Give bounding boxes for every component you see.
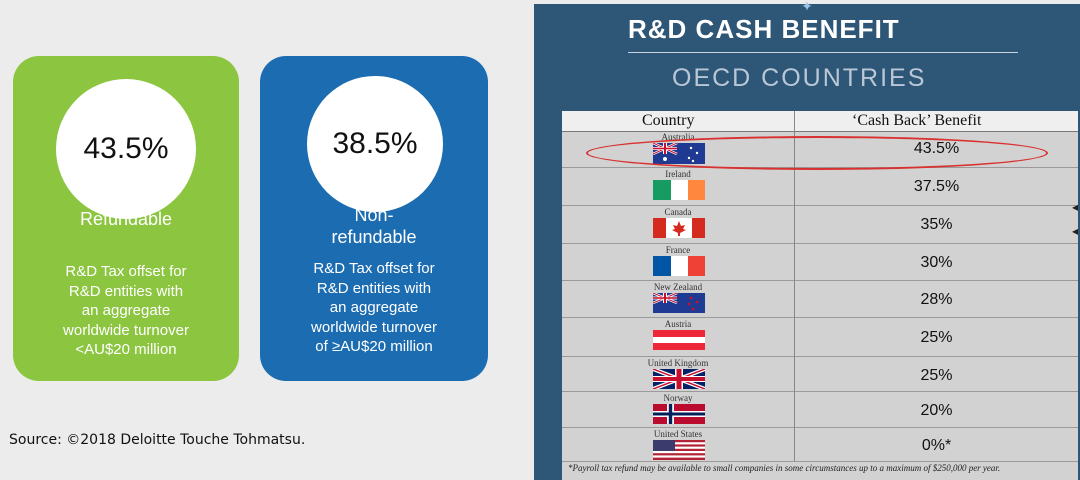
- title-divider: [628, 52, 1018, 53]
- non-refundable-percent-circle: 38.5%: [307, 76, 443, 212]
- table-row: France 30%: [562, 244, 1078, 281]
- non-refundable-percent: 38.5%: [332, 127, 418, 160]
- table-row: Austria 25%: [562, 318, 1078, 357]
- benefit-header: ‘Cash Back’ Benefit: [852, 112, 982, 129]
- panel-title: R&D CASH BENEFIT: [628, 14, 900, 44]
- country-header: Country: [642, 112, 695, 129]
- refundable-percent-circle: 43.5%: [56, 79, 196, 219]
- country-name: United Kingdom: [647, 358, 709, 368]
- non-refundable-desc-line: an aggregate: [329, 299, 419, 316]
- refundable-desc-line: worldwide turnover: [63, 321, 189, 339]
- non-refundable-desc-line: worldwide turnover: [311, 318, 437, 336]
- table-row: Norway 20%: [562, 392, 1078, 428]
- table-header: Country ‘Cash Back’ Benefit: [562, 111, 1078, 132]
- table-row: Ireland 37.5%: [562, 168, 1078, 206]
- refundable-desc-line: an aggregate: [81, 302, 171, 319]
- benefit-value: 37.5%: [913, 178, 960, 195]
- non-refundable-desc-line: of ≥AU$20 million: [315, 338, 433, 355]
- non-refundable-desc-line: R&D Tax offset for: [313, 260, 435, 277]
- table-row: New Zealand 28%: [562, 281, 1078, 318]
- refundable-desc-line: R&D entities with: [68, 282, 184, 300]
- benefit-value: 20%: [920, 402, 953, 419]
- austria-flag-icon: [653, 330, 705, 350]
- country-name: Australia: [661, 132, 695, 142]
- non-refundable-label: Non- refundable: [260, 204, 488, 248]
- ireland-flag-icon: [653, 180, 705, 200]
- table-row: United Kingdom 25%: [562, 357, 1078, 392]
- us-flag-icon: [653, 440, 705, 460]
- panel-subtitle: OECD COUNTRIES: [672, 64, 927, 92]
- refundable-label: Refundable: [79, 209, 173, 229]
- refundable-description: R&D Tax offset for R&D entities with an …: [13, 262, 239, 360]
- benefit-value: 25%: [920, 329, 953, 346]
- edge-marker: ◂: [1071, 224, 1078, 238]
- country-name: Norway: [663, 393, 693, 403]
- refundable-desc-line: <AU$20 million: [75, 341, 177, 358]
- france-flag-icon: [653, 256, 705, 276]
- country-name: United States: [653, 429, 703, 439]
- non-refundable-card: 38.5% Non- refundable R&D Tax offset for…: [260, 56, 488, 381]
- country-name: Canada: [664, 207, 692, 217]
- table-row: United States 0%*: [562, 428, 1078, 462]
- benefit-value: 28%: [920, 291, 953, 308]
- country-name: Austria: [664, 319, 692, 329]
- rd-cash-benefit-panel: ✦ R&D CASH BENEFIT OECD COUNTRIES Countr…: [534, 0, 1080, 480]
- benefit-value: 35%: [920, 216, 953, 233]
- refundable-card: 43.5% Refundable R&D Tax offset for R&D …: [13, 56, 239, 381]
- australia-highlight-oval: [586, 136, 1048, 170]
- edge-marker: ◂: [1071, 200, 1078, 214]
- column-divider: [794, 111, 795, 461]
- benefit-value: 25%: [920, 367, 953, 384]
- new-zealand-flag-icon: [653, 293, 705, 313]
- benefit-value: 30%: [920, 254, 953, 271]
- footnote: *Payroll tax refund may be available to …: [568, 463, 1001, 473]
- non-refundable-desc-line: R&D entities with: [316, 279, 432, 297]
- oecd-benefit-table: Country ‘Cash Back’ Benefit Australia 43…: [562, 111, 1078, 480]
- star-icon: ✦: [801, 0, 813, 14]
- country-name: France: [665, 245, 691, 255]
- canada-flag-icon: [653, 218, 705, 238]
- non-refundable-description: R&D Tax offset for R&D entities with an …: [260, 259, 488, 357]
- country-name: Ireland: [665, 169, 691, 179]
- refundable-percent: 43.5%: [83, 132, 169, 165]
- benefit-value: 0%*: [921, 437, 952, 454]
- norway-flag-icon: [653, 404, 705, 424]
- non-refundable-label-line: Non-: [354, 205, 394, 225]
- table-row: Canada 35%: [562, 206, 1078, 244]
- refundable-desc-line: R&D Tax offset for: [65, 263, 187, 280]
- source-citation: Source: ©2018 Deloitte Touche Tohmatsu.: [9, 432, 306, 448]
- non-refundable-label-line: refundable: [331, 227, 417, 247]
- country-name: New Zealand: [653, 282, 703, 292]
- uk-flag-icon: [653, 369, 705, 389]
